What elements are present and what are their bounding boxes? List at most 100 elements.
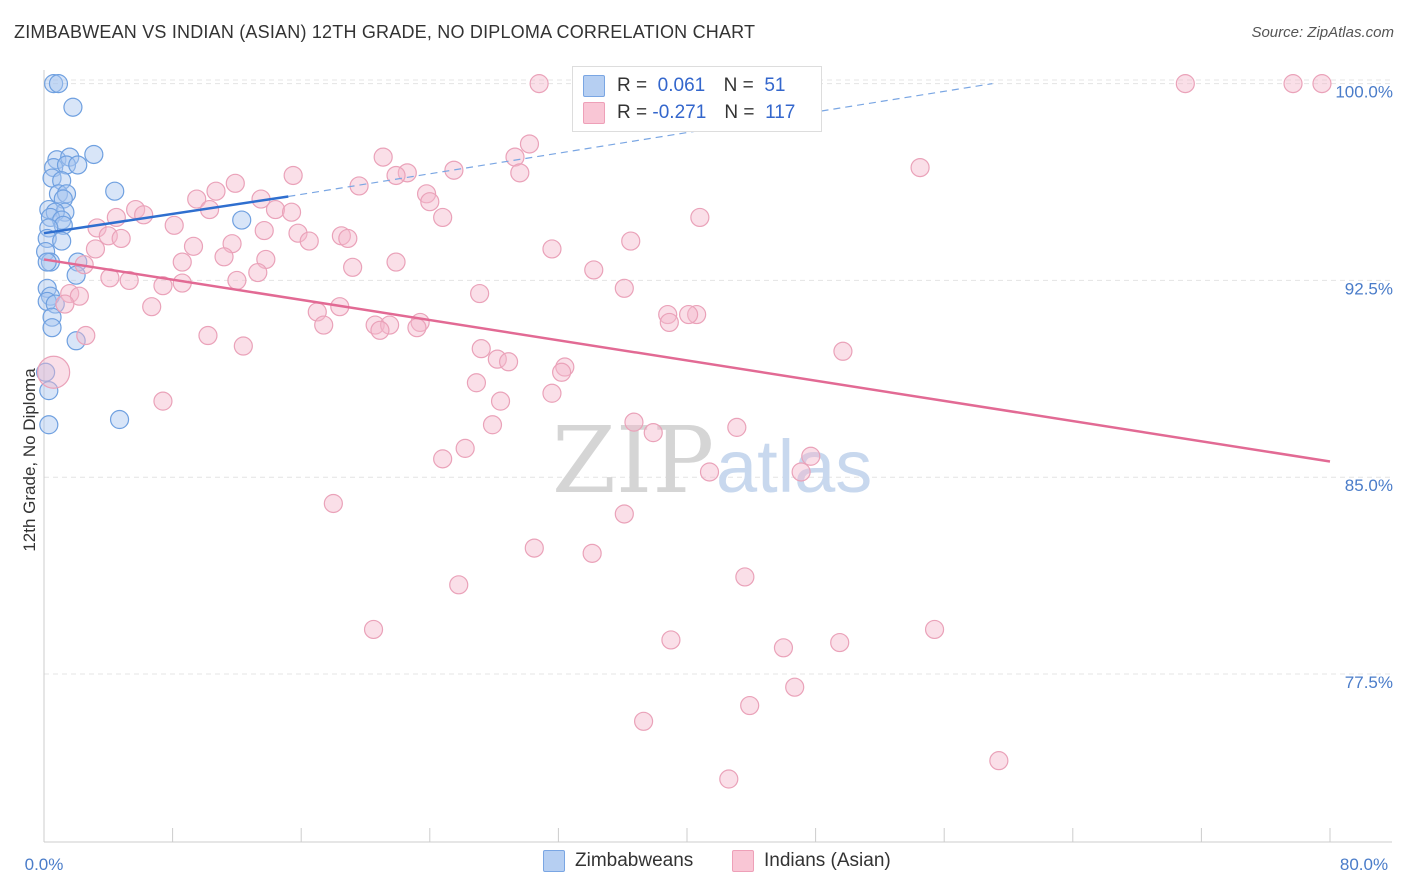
x-tick-label: 80.0%	[1340, 855, 1388, 874]
point-zimbabweans	[66, 265, 86, 285]
point-indians	[727, 417, 747, 437]
point-zimbabweans	[39, 415, 59, 435]
trend-lines	[43, 83, 1331, 463]
point-zimbabweans	[68, 155, 88, 175]
point-indians	[370, 320, 390, 340]
point-indians	[542, 383, 562, 403]
point-indians	[142, 297, 162, 317]
point-indians	[719, 769, 739, 789]
point-indians	[582, 543, 602, 563]
point-indians	[830, 632, 850, 653]
point-indians	[314, 315, 334, 335]
point-indians	[386, 165, 406, 186]
point-indians	[659, 312, 679, 333]
point-indians	[661, 630, 681, 650]
y-tick-label: 85.0%	[1345, 476, 1393, 495]
point-indians	[420, 192, 440, 212]
point-indians	[183, 236, 204, 256]
point-indians	[227, 270, 247, 291]
legend-r-value: -0.271	[652, 102, 707, 124]
point-zimbabweans	[44, 74, 64, 94]
point-indians	[791, 462, 811, 482]
point-indians	[658, 304, 678, 325]
point-indians	[433, 449, 453, 469]
point-indians	[455, 438, 475, 458]
point-indians	[338, 228, 358, 249]
point-indians	[444, 160, 464, 180]
point-indians	[119, 270, 139, 291]
point-indians	[433, 207, 453, 228]
point-indians	[687, 304, 707, 325]
point-indians	[498, 352, 519, 372]
point-indians	[470, 283, 490, 304]
point-indians	[690, 207, 710, 228]
legend-n-label: N =	[723, 75, 754, 97]
point-indians	[386, 252, 406, 272]
point-indians	[254, 220, 274, 241]
point-indians	[679, 304, 699, 325]
point-indians	[735, 567, 755, 587]
point-indians	[833, 341, 853, 361]
point-indians	[510, 163, 530, 183]
chart-title: ZIMBABWEAN VS INDIAN (ASIAN) 12TH GRADE,…	[14, 22, 756, 42]
bottom-legend-indians: Indians (Asian)	[732, 850, 891, 872]
point-indians	[740, 695, 760, 716]
point-zimbabweans	[42, 318, 62, 338]
point-indians	[55, 294, 75, 314]
point-indians	[111, 228, 131, 249]
point-indians	[323, 493, 343, 514]
trend-line-indians	[43, 258, 1331, 463]
point-zimbabweans	[109, 409, 130, 430]
point-indians	[153, 391, 173, 411]
point-indians	[801, 446, 821, 466]
point-indians	[265, 199, 286, 220]
axes	[43, 70, 1392, 843]
source-label: Source: ZipAtlas.com	[1251, 24, 1394, 41]
point-indians	[363, 619, 384, 640]
point-indians	[134, 205, 154, 225]
point-indians	[187, 189, 207, 209]
y-tick-label: 92.5%	[1345, 279, 1393, 298]
point-indians	[614, 504, 634, 524]
point-indians	[397, 163, 417, 183]
point-indians	[633, 711, 654, 731]
point-indians	[989, 751, 1009, 771]
point-zimbabweans	[52, 231, 72, 251]
grid-lines	[44, 79, 1392, 675]
legend-r-value: 0.061	[657, 75, 706, 97]
point-indians	[529, 74, 549, 94]
point-indians	[299, 231, 319, 251]
point-indians	[206, 181, 226, 201]
point-indians	[490, 391, 511, 411]
legend-row-zimbabweans: R = 0.061 N = 51	[583, 75, 785, 99]
point-indians	[621, 231, 641, 251]
point-indians	[555, 357, 575, 377]
legend-box: R = 0.061 N = 51 R = -0.271 N = 117	[572, 66, 822, 132]
point-indians	[584, 260, 604, 280]
point-indians	[699, 462, 720, 482]
point-indians	[283, 165, 303, 186]
point-indians	[407, 318, 427, 338]
point-indians	[343, 257, 363, 277]
point-indians	[281, 202, 302, 222]
point-indians	[85, 239, 106, 259]
point-indians	[37, 355, 71, 389]
point-indians	[519, 134, 540, 154]
point-zimbabweans	[84, 144, 104, 165]
point-indians	[785, 677, 805, 697]
x-tick-label: 0.0%	[25, 855, 64, 874]
bottom-legend-swatch-pink	[732, 850, 754, 872]
point-zimbabweans	[42, 307, 62, 327]
point-zimbabweans	[36, 362, 56, 382]
trend-extension-zimbabweans	[288, 83, 993, 198]
point-indians	[466, 373, 487, 393]
point-indians	[505, 147, 525, 167]
point-indians	[214, 247, 234, 267]
point-indians	[924, 619, 945, 640]
trend-line-zimbabweans	[43, 195, 289, 235]
point-indians	[614, 278, 634, 298]
point-indians	[449, 575, 469, 595]
point-indians	[542, 239, 562, 259]
point-indians	[198, 325, 218, 346]
